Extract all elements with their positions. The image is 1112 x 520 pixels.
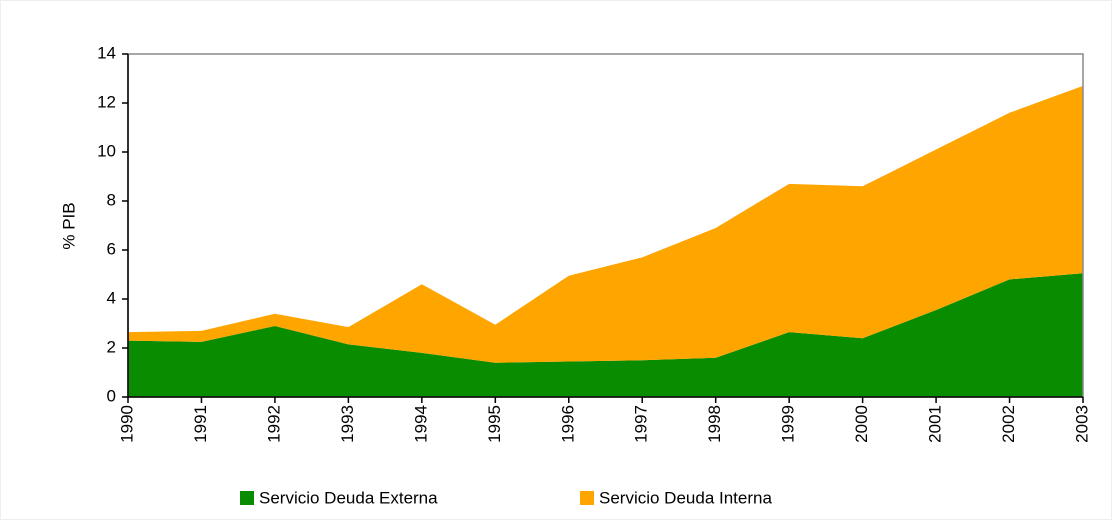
y-axis-label: % PIB xyxy=(59,202,78,249)
x-tick-label: 1991 xyxy=(191,405,210,443)
legend-label: Servicio Deuda Interna xyxy=(599,488,772,507)
y-tick-label: 14 xyxy=(97,43,116,62)
x-tick-label: 1996 xyxy=(558,405,577,443)
y-tick-label: 0 xyxy=(107,386,116,405)
y-tick-label: 6 xyxy=(107,239,116,258)
x-tick-label: 2001 xyxy=(926,405,945,443)
x-tick-label: 1998 xyxy=(705,405,724,443)
legend-swatch xyxy=(240,491,254,505)
area xyxy=(128,273,1083,397)
x-tick-label: 1990 xyxy=(117,405,136,443)
x-tick-label: 1992 xyxy=(264,405,283,443)
y-tick-label: 8 xyxy=(107,190,116,209)
x-tick-label: 2000 xyxy=(852,405,871,443)
x-tick-label: 1993 xyxy=(338,405,357,443)
x-tick-label: 2002 xyxy=(999,405,1018,443)
x-tick-label: 1995 xyxy=(485,405,504,443)
legend-swatch xyxy=(580,491,594,505)
x-tick-label: 1994 xyxy=(411,405,430,443)
area xyxy=(128,85,1083,363)
x-tick-label: 1999 xyxy=(779,405,798,443)
y-tick-label: 10 xyxy=(97,141,116,160)
x-tick-label: 2003 xyxy=(1072,405,1091,443)
y-tick-label: 2 xyxy=(107,337,116,356)
x-tick-label: 1997 xyxy=(632,405,651,443)
y-tick-label: 12 xyxy=(97,92,116,111)
legend-label: Servicio Deuda Externa xyxy=(259,488,438,507)
y-tick-label: 4 xyxy=(107,288,116,307)
